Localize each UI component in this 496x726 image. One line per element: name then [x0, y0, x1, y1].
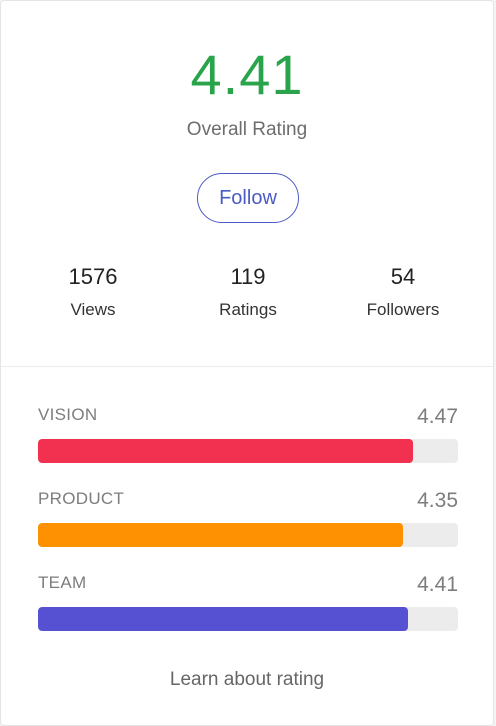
stat-views-label: Views [70, 300, 116, 319]
category-bar-fill [38, 607, 409, 631]
stat-views-value: 1576 [68, 264, 118, 289]
category-bar-fill [38, 439, 414, 463]
category-name: PRODUCT [38, 489, 125, 508]
category-name: TEAM [38, 573, 87, 592]
stat-ratings-value: 119 [230, 264, 266, 289]
category-score: 4.35 [417, 489, 458, 512]
category-bar-track [38, 439, 458, 463]
stat-ratings-label: Ratings [219, 300, 277, 319]
stat-followers-value: 54 [390, 264, 416, 289]
category-team: TEAM 4.41 [38, 573, 458, 637]
learn-about-rating-link[interactable]: Learn about rating [169, 669, 325, 690]
stat-followers-label: Followers [366, 300, 440, 319]
stat-followers: 54 Followers [333, 263, 473, 320]
category-score: 4.41 [417, 573, 458, 596]
category-bar-track [38, 523, 458, 547]
category-score: 4.47 [417, 405, 458, 428]
stat-ratings: 119 Ratings [178, 263, 318, 320]
category-name: VISION [38, 405, 98, 424]
follow-button[interactable]: Follow [197, 173, 299, 223]
category-product: PRODUCT 4.35 [38, 489, 458, 553]
overall-rating-label: Overall Rating [186, 119, 308, 140]
category-bar-fill [38, 523, 404, 547]
category-vision: VISION 4.47 [38, 405, 458, 469]
section-divider [1, 366, 493, 367]
category-bar-track [38, 607, 458, 631]
overall-rating-value: 4.41 [190, 43, 304, 106]
stat-views: 1576 Views [23, 263, 163, 320]
